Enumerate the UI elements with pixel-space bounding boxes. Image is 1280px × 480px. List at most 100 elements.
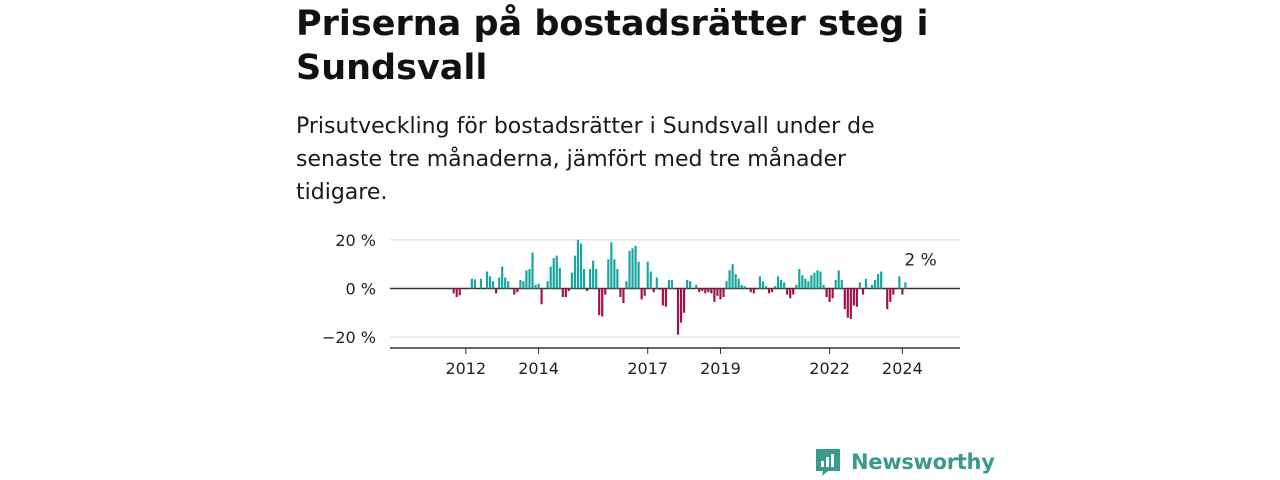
bar: [558, 267, 561, 289]
bar: [592, 260, 595, 289]
bar: [695, 284, 698, 289]
bar: [770, 288, 774, 293]
bar: [849, 288, 852, 319]
bar: [825, 288, 828, 298]
bar: [619, 288, 622, 298]
bar: [564, 288, 567, 298]
bar: [795, 284, 798, 289]
bar: [810, 275, 813, 289]
bar: [767, 288, 771, 294]
bar: [789, 288, 792, 299]
bar: [686, 279, 689, 289]
bar: [522, 281, 525, 289]
y-tick-label: 0 %: [346, 280, 376, 299]
bar: [679, 288, 683, 323]
bar: [455, 288, 458, 298]
bar: [491, 281, 495, 289]
bar: [834, 279, 837, 289]
bar: [625, 281, 628, 289]
bar: [561, 288, 564, 298]
bar: [822, 284, 825, 289]
bar: [861, 288, 865, 295]
bar: [598, 288, 601, 316]
bar: [531, 252, 534, 289]
bar: [610, 242, 613, 289]
bar: [828, 288, 831, 302]
bar: [549, 266, 552, 289]
bar: [667, 279, 671, 289]
chart-title: Priserna på bostadsrätter steg i Sundsva…: [296, 4, 929, 88]
bar: [780, 279, 783, 289]
bar: [595, 269, 598, 289]
bar: [707, 288, 710, 293]
bar: [752, 288, 755, 294]
bar: [613, 259, 616, 289]
newsworthy-logo-icon: [816, 449, 840, 476]
bar: [458, 288, 461, 296]
x-tick-label: 2014: [518, 359, 559, 378]
y-axis-labels: 20 % 0 % −20 %: [322, 231, 376, 347]
bar: [495, 288, 498, 294]
bar: [776, 276, 780, 289]
bar: [589, 269, 592, 289]
bar: [470, 278, 473, 289]
bar: [764, 286, 768, 289]
bar: [607, 259, 610, 289]
y-tick-label: −20 %: [322, 328, 376, 347]
bar: [728, 270, 731, 289]
bar: [898, 276, 901, 289]
bar: [804, 278, 807, 289]
bar: [655, 277, 658, 289]
bar: [528, 269, 531, 289]
bar: [870, 284, 874, 289]
bar: [519, 279, 522, 289]
bar: [840, 279, 843, 289]
bar: [843, 288, 846, 310]
bar: [880, 271, 883, 289]
bar: [579, 243, 583, 289]
bar: [831, 288, 834, 299]
bar: [683, 288, 686, 313]
bar: [637, 261, 640, 289]
bar: [892, 288, 895, 295]
bar: [643, 288, 646, 296]
bar: [452, 288, 455, 294]
bar: [664, 288, 667, 307]
bar: [819, 271, 822, 289]
bar: [670, 279, 674, 289]
bar: [504, 277, 507, 289]
bar: [573, 255, 577, 289]
bar: [601, 288, 604, 317]
bar: [628, 250, 631, 289]
bar: [570, 272, 573, 289]
bar: [634, 245, 637, 289]
bar: [540, 288, 543, 305]
bar: [616, 269, 619, 289]
bar: [889, 288, 892, 302]
bar: [904, 282, 907, 289]
bar: [816, 270, 819, 289]
x-tick-label: 2022: [809, 359, 850, 378]
bar: [473, 279, 476, 289]
price-change-bar-chart: 20 % 0 % −20 % 2012 2014 2017 2019 2022 2024 2 …: [322, 231, 960, 378]
bar: [864, 278, 868, 289]
bar: [604, 288, 607, 295]
bar: [485, 271, 489, 289]
bar: [649, 271, 652, 289]
x-axis: 2012 2014 2017 2019 2022 2024: [390, 347, 960, 378]
bar: [792, 288, 795, 295]
bar: [479, 278, 483, 289]
bar: [731, 264, 734, 289]
bar: [713, 288, 716, 302]
bar: [813, 272, 816, 289]
bar: [758, 276, 761, 289]
newsworthy-logo: Newsworthy: [814, 446, 995, 478]
bar: [582, 269, 586, 289]
bar: [737, 278, 740, 289]
bar: [837, 270, 840, 289]
bar: [740, 284, 743, 289]
bar: [743, 286, 746, 289]
bar: [513, 288, 516, 295]
bar: [798, 269, 801, 289]
bar: [704, 288, 707, 294]
